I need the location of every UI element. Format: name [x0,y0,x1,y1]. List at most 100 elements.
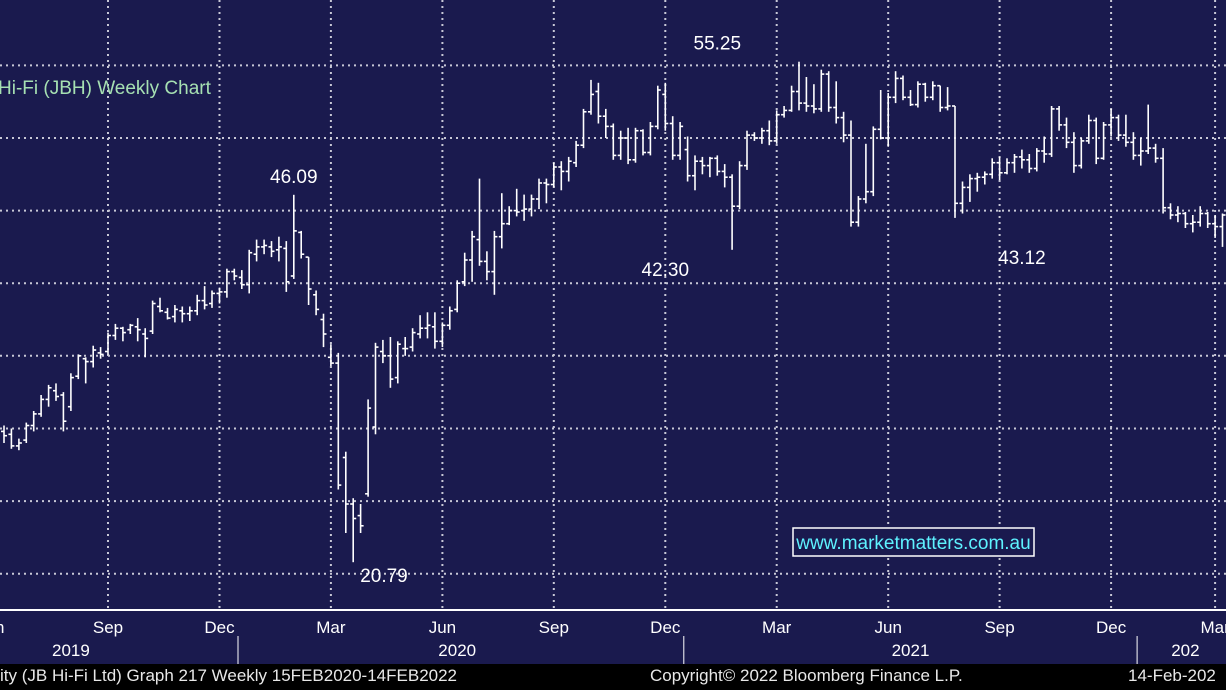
month-label: Mar [762,618,792,637]
ohlc-bar [781,106,788,118]
gridlines [0,0,1226,610]
ohlc-bar [268,241,275,258]
ohlc-bar [179,306,186,323]
ohlc-bar [1,425,7,443]
ohlc-bar [1048,106,1055,157]
ohlc-bar [1130,132,1137,160]
ohlc-bar [1182,212,1189,228]
ohlc-bar [937,84,944,112]
ohlc-bar [409,328,416,352]
ohlc-bar [981,171,988,185]
month-label: Sep [984,618,1014,637]
ohlc-bar [521,194,528,221]
ohlc-bar [82,357,89,384]
ohlc-bar [654,85,661,130]
ohlc-bar [729,174,736,250]
watermark-box [792,527,1035,557]
ohlc-bar [357,504,364,533]
ohlc-bars [1,61,1226,563]
ohlc-bar [959,181,966,214]
ohlc-bar [23,422,30,443]
ohlc-bar [216,287,223,304]
ohlc-bar [1189,215,1196,233]
ohlc-bar [840,111,847,143]
ohlc-bar [1056,106,1063,131]
ohlc-bar [788,85,795,112]
ohlc-bar [476,178,483,266]
ohlc-bar [1018,149,1025,169]
ohlc-bar [796,61,802,111]
ohlc-bar [862,143,869,204]
ohlc-bar [186,306,193,321]
ohlc-bar [1219,213,1226,247]
ohlc-bar [194,294,201,316]
ohlc-bar [513,188,520,217]
ohlc-bar [751,132,758,141]
ohlc-bar [1204,212,1211,228]
ohlc-bar [885,93,892,147]
ohlc-bar [105,332,111,355]
ohlc-bar [1212,215,1219,238]
ohlc-bar [298,230,305,259]
footer-copyright: Copyright© 2022 Bloomberg Finance L.P. [650,666,963,685]
year-label: 2020 [438,641,476,660]
ohlc-bar [53,383,59,401]
ohlc-bar [625,127,632,165]
ohlc-bar [1026,154,1033,173]
month-label: Mar [316,618,346,637]
ohlc-bar [996,156,1003,181]
month-label: Dec [650,618,681,637]
ohlc-bar [1085,114,1092,144]
ohlc-bar [914,81,921,108]
ohlc-bar [149,300,156,334]
ohlc-bar [350,498,357,563]
month-label: Jun [429,618,456,637]
x-axis-labels: n Sep Dec Mar Jun Sep Dec Mar Jun Sep Dec Mar 2019 20… [0,618,1226,664]
ohlc-bar [1078,138,1085,169]
ohlc-bar [536,178,542,210]
ohlc-bar [877,90,884,140]
month-label: Jun [874,618,901,637]
ohlc-bar [275,236,282,262]
ohlc-bar [929,81,936,101]
ohlc-bar [543,178,550,204]
ohlc-bar [922,82,929,102]
ohlc-bar [327,344,334,366]
ohlc-bar [1122,114,1129,147]
ohlc-bar [803,77,810,112]
ohlc-bar [580,108,587,149]
ohlc-bar [1093,117,1100,165]
ohlc-bar [1152,143,1159,163]
ohlc-bar [1041,136,1048,163]
price-chart: 46.09 20.79 42.30 55.25 43.12 Hi-Fi (JBH) We… [0,0,1226,610]
ohlc-bar [446,306,453,330]
ohlc-bar [714,155,721,176]
month-label: n [0,618,4,637]
ohlc-bar [721,164,728,188]
ohlc-bar [75,354,82,380]
ohlc-bar [833,81,840,124]
ohlc-bar [171,305,178,323]
ohlc-bar [469,230,476,282]
ohlc-bar [736,161,743,210]
ohlc-bar [261,239,268,255]
ohlc-bar [810,84,817,114]
ohlc-bar [1145,104,1152,154]
ohlc-bar [677,122,684,160]
ohlc-bar [1115,114,1122,141]
ohlc-bar [558,161,565,191]
ohlc-bar [246,249,253,294]
ohlc-bar [365,399,372,497]
ohlc-bar [506,206,513,226]
ohlc-bar [588,79,594,115]
ohlc-bar [335,352,342,490]
ohlc-bar [431,312,438,349]
ohlc-bar [1033,148,1040,172]
ohlc-bar [313,290,320,316]
ohlc-bar [662,82,669,131]
ohlc-bar [342,451,349,533]
ohlc-bar [424,312,431,339]
ohlc-bar [974,172,981,192]
ohlc-bar [320,313,327,348]
ohlc-bar [223,268,230,298]
